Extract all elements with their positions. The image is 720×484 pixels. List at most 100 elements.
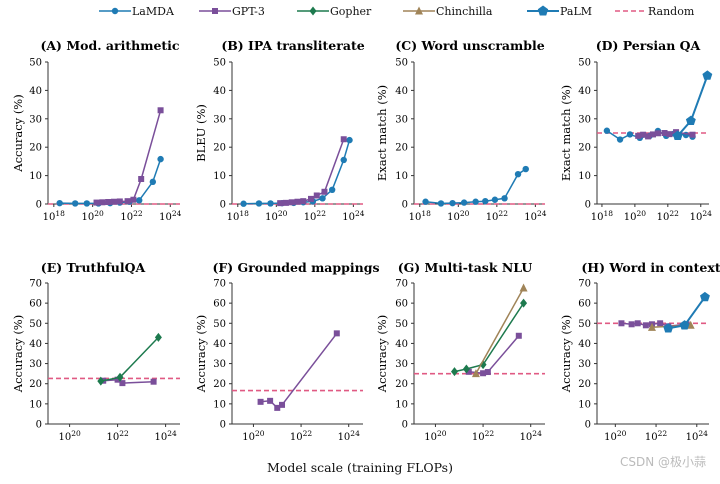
chart-d-palm-point-2 [702,70,713,80]
chart-d-ylabel: Exact match (%) [559,85,573,181]
chart-f-title: (F) Grounded mappings [212,260,379,275]
chart-h-title: (H) Word in context [581,260,720,275]
chart-h-ytick-label-10: 10 [578,399,591,410]
chart-e-ytick-label-70: 70 [29,279,42,290]
chart-h-gpt-3-point-2 [634,320,641,327]
chart-d-gpt-3-point-8 [689,131,696,138]
chart-d-lamda-point-1 [616,136,624,143]
chart-h-chinchilla-point-0 [647,322,656,331]
chart-d-gpt-3-point-2 [645,133,652,140]
chart-a-lamda-point-8 [149,178,157,186]
legend-item-gopher: Gopher [296,2,371,20]
chart-a-ytick-label-10: 10 [29,171,42,182]
chart-e-gopher-point-1 [116,372,124,382]
chart-b-lamda-point-10 [346,136,353,144]
chart-h-ytick-label-50: 50 [578,319,591,330]
chart-b-gpt-3-point-5 [307,195,314,202]
chart-c-ytick-label-40: 40 [395,86,408,97]
chart-c-lamda-point-2 [449,199,456,207]
chart-h-gpt-3-point-5 [657,320,664,327]
chart-h-gpt-3-point-0 [618,320,625,327]
chart-f-ytick-label-10: 10 [213,399,226,410]
chart-d-ytick-label-30: 30 [578,114,591,125]
chart-c-xtick-label-18: 1018 [409,209,432,223]
chart-b-lamda-point-9 [340,156,347,164]
chart-d-ytick-label-0: 0 [585,200,591,211]
chart-b-ytick-label-10: 10 [213,171,226,182]
chart-a-lamda-point-1 [71,200,79,207]
chart-b-gpt-3-point-0 [277,200,284,207]
chart-b-gpt-3-point-6 [313,192,320,199]
legend: LaMDA GPT-3 Gopher Chinchilla PaLM Ra [0,0,720,22]
chart-h-ytick-label-20: 20 [578,379,591,390]
chart-a-lamda-point-0 [56,199,63,207]
chart-g-ylabel: Accuracy (%) [375,315,389,393]
chart-g-chinchilla-point-1 [519,283,528,292]
chart-g-ytick-label-20: 20 [395,379,408,390]
chart-b-gpt-3-line [280,138,345,204]
chart-b-gpt-3-point-8 [340,136,347,143]
chart-f-gpt-3-point-4 [333,330,340,337]
chart-d-lamda-point-0 [603,127,611,134]
chart-f-ytick-label-70: 70 [213,279,226,290]
chart-f-ytick-label-0: 0 [220,420,226,431]
chart-e-xtick-label-22: 1022 [106,429,129,443]
chart-b-gpt-3-point-4 [300,198,307,205]
chart-d-gpt-3-point-6 [666,131,673,138]
chart-e-gpt-3-point-2 [119,380,126,387]
chart-e-gopher-line [100,336,159,382]
chart-e-xtick-label-20: 1020 [58,429,81,443]
chart-g-xtick-label-24: 1024 [520,429,543,443]
chart-b-lamda-point-7 [319,195,326,202]
chart-g-xtick-label-20: 1020 [424,429,447,443]
chart-b-lamda-point-0 [240,200,247,207]
chart-d-gpt-3-point-0 [635,132,642,139]
chart-b-xtick-label-24: 1024 [342,209,365,223]
chart-g-xtick-label-22: 1022 [472,429,495,443]
chart-b-ytick-label-30: 30 [213,114,226,125]
chart-h-ylabel: Accuracy (%) [559,315,573,393]
chart-e-xtick-label-24: 1024 [154,429,177,443]
chart-h-palm-point-1 [679,320,690,330]
chart-e-ytick-label-20: 20 [29,379,42,390]
legend-label-gpt3: GPT-3 [232,4,265,18]
chart-e-title: (E) TruthfulQA [41,260,146,275]
chart-h-ytick-label-40: 40 [578,339,591,350]
chart-b-gpt-3-point-3 [294,198,301,205]
chart-b-gpt-3-point-2 [288,199,295,206]
chart-a-gpt-3-point-3 [111,198,117,205]
legend-swatch-lamda [99,7,131,15]
chart-d-xtick-label-20: 1020 [624,209,647,223]
chart-e-gopher-point-0 [97,376,105,386]
chart-g-chinchilla-line [475,287,525,374]
chart-e-ytick-label-40: 40 [29,339,42,350]
chart-b-gpt-3-point-1 [282,199,289,206]
chart-c-lamda-point-7 [501,195,508,202]
chart-c-lamda-point-8 [514,170,522,178]
chart-b-xtick-label-22: 1022 [304,209,327,223]
chart-g-ytick-label-70: 70 [395,279,408,290]
chart-d-xtick-label-22: 1022 [657,209,680,223]
chart-c-ytick-label-30: 30 [395,114,408,125]
chart-a-lamda-point-7 [136,197,143,204]
chart-h-ytick-label-0: 0 [585,420,591,431]
chart-c-lamda-line [425,168,527,205]
chart-g-gopher-point-1 [462,364,470,374]
chart-e-ytick-label-0: 0 [36,420,42,431]
chart-g-ytick-label-50: 50 [395,319,408,330]
legend-swatch-random [615,10,647,12]
chart-d-ytick-label-40: 40 [578,86,591,97]
chart-c-lamda-point-3 [460,199,468,206]
chart-d-gpt-3-point-4 [654,130,661,137]
chart-h-ytick-label-60: 60 [578,299,591,310]
chart-g-gopher-point-3 [520,298,528,308]
chart-h-xtick-label-20: 1020 [604,429,627,443]
chart-h-chinchilla-point-1 [686,320,695,329]
chart-a-ylabel: Accuracy (%) [11,94,25,172]
chart-b-ytick-label-50: 50 [213,58,226,69]
chart-a-gpt-3-point-4 [116,198,123,205]
chart-d-ytick-label-10: 10 [578,171,591,182]
